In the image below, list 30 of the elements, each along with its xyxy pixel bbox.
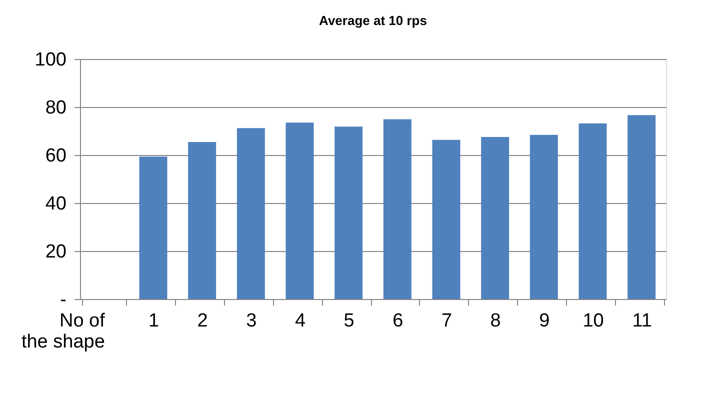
bar [334,126,363,299]
x-tick-label: No of the shape [21,310,106,352]
bar [139,156,168,299]
bar [530,134,558,299]
bar [432,140,460,299]
bar [188,142,216,299]
bar [236,128,265,299]
y-tick-label: 20 [45,242,66,262]
x-tick-label: 11 [632,310,652,332]
bar [578,123,607,299]
y-tick-label: 60 [45,146,66,166]
x-tick-label: 4 [294,310,306,332]
bar [286,122,314,299]
y-tick-label: 80 [45,98,66,118]
x-tick-label: 3 [246,310,257,332]
x-tick-label: 8 [490,310,501,332]
bar [481,137,510,299]
x-tick-label: 9 [539,310,550,332]
x-tick-label: 6 [392,310,404,332]
y-tick-label: - [60,290,66,310]
bar [628,115,656,299]
x-tick-label: 7 [441,310,452,332]
bar [383,119,412,299]
x-tick-label: 2 [197,310,208,332]
y-tick-label: 40 [45,194,66,214]
x-tick-label: 10 [582,310,604,332]
x-tick-label: 1 [148,310,160,332]
x-tick-label: 5 [344,310,354,332]
chart-title: Average at 10 rps [319,13,427,28]
y-tick-label: 100 [34,50,66,70]
